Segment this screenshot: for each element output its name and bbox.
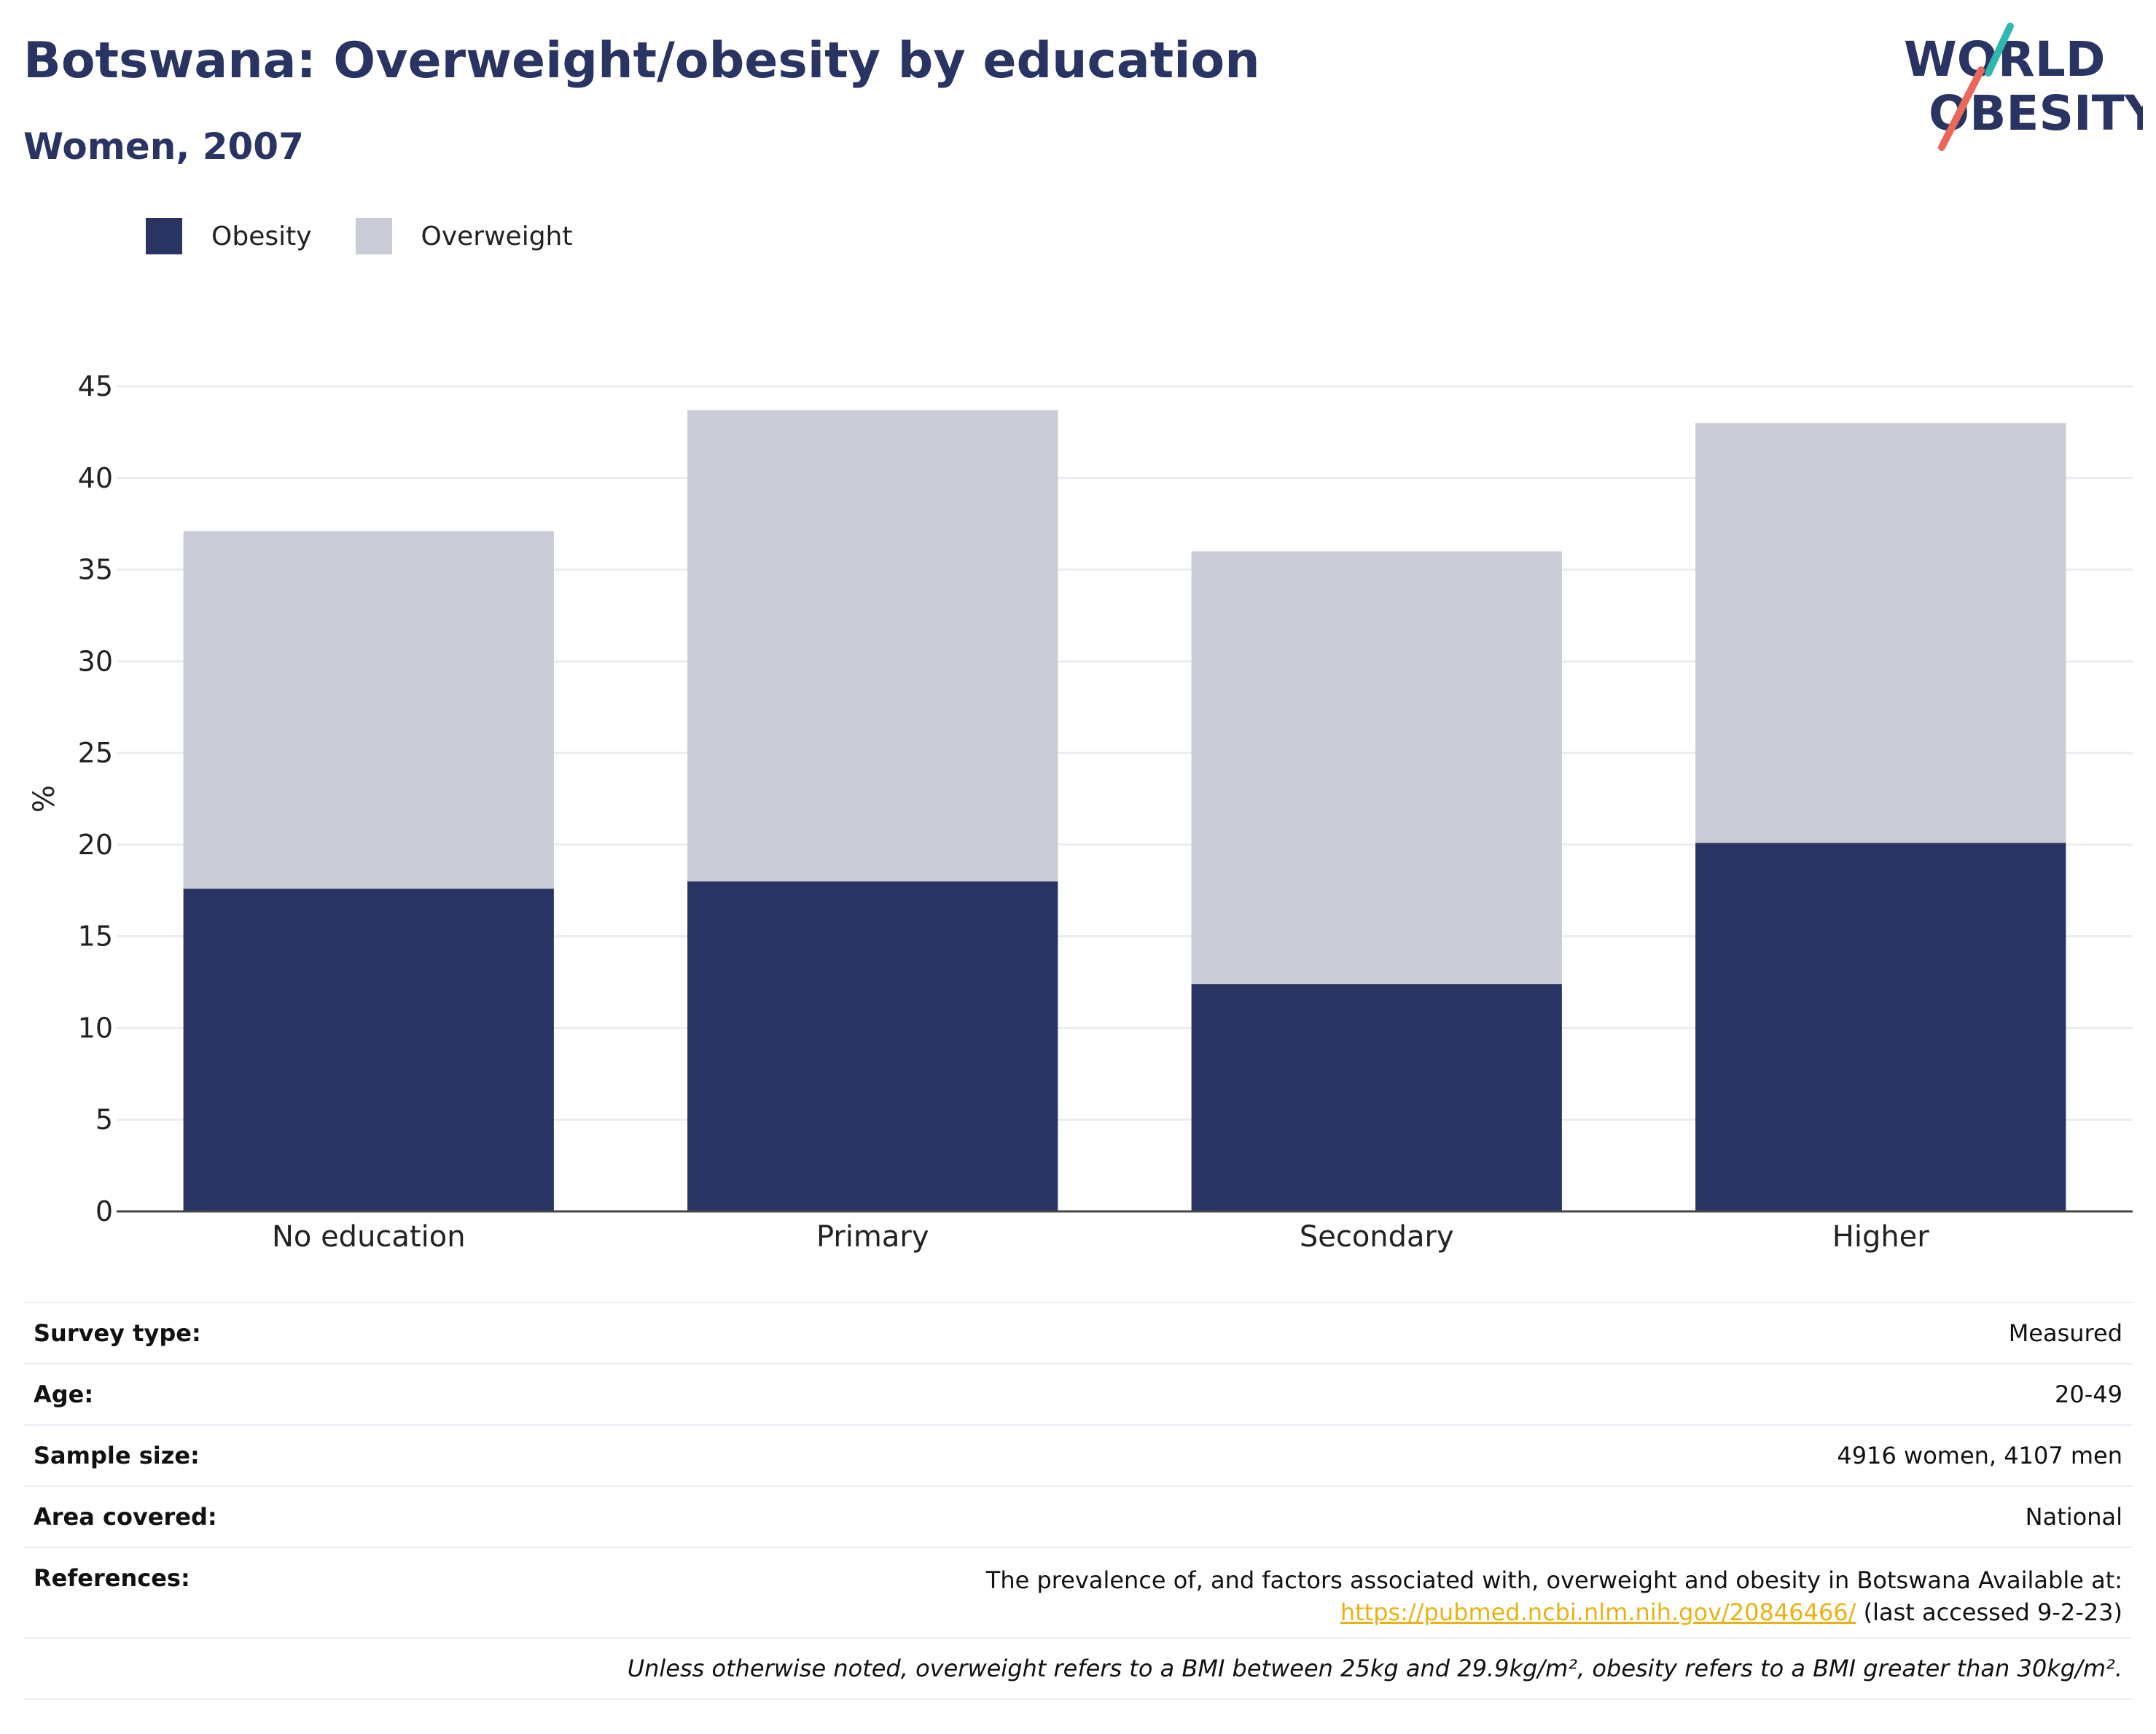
area-covered-value: National	[2025, 1503, 2122, 1531]
y-tick-label: 5	[95, 1104, 113, 1136]
legend-label-overweight: Overweight	[421, 221, 573, 251]
bar-obesity-no-education	[183, 889, 554, 1211]
logo-text-obesity: OBESITY	[1929, 85, 2143, 141]
x-tick-label: Secondary	[1300, 1220, 1454, 1254]
sample-size-value: 4916 women, 4107 men	[1837, 1442, 2122, 1469]
stacked-bar-chart: 0 5 10 15 20 25 30 35 40 45% No education Primary Se…	[28, 370, 2133, 1254]
x-tick-label: No education	[272, 1220, 466, 1254]
bar-obesity-higher	[1695, 843, 2066, 1211]
legend-swatch-obesity	[146, 218, 182, 254]
references-label: References:	[34, 1564, 190, 1592]
world-obesity-logo: WORLD OBESITY	[1904, 23, 2143, 151]
logo-slash-coral	[1938, 66, 1985, 151]
y-tick-label: 15	[78, 921, 113, 953]
y-tick-label: 30	[78, 645, 113, 677]
y-tick-label: 0	[95, 1195, 113, 1227]
legend-swatch-overweight	[355, 218, 392, 254]
info-row-sample-size: Sample size: 4916 women, 4107 men	[23, 1424, 2133, 1485]
logo-slash-teal	[1985, 23, 2014, 77]
bar-overweight-no-education	[183, 531, 554, 889]
info-row-survey-type: Survey type: Measured	[23, 1302, 2133, 1363]
bar-overweight-primary	[687, 410, 1058, 882]
y-tick-label: 45	[78, 370, 113, 402]
y-tick-label: 40	[78, 462, 113, 494]
references-value: The prevalence of, and factors associate…	[986, 1564, 2122, 1628]
survey-type-value: Measured	[2008, 1319, 2122, 1347]
info-row-references: References: The prevalence of, and facto…	[23, 1547, 2133, 1637]
info-row-note: Unless otherwise noted, overweight refer…	[23, 1637, 2133, 1700]
y-axis-label: %	[28, 785, 61, 813]
references-text: The prevalence of, and factors associate…	[985, 1566, 2122, 1594]
age-label: Age:	[34, 1380, 94, 1408]
bar-obesity-secondary	[1191, 984, 1562, 1211]
area-covered-label: Area covered:	[34, 1503, 217, 1531]
info-row-area-covered: Area covered: National	[23, 1485, 2133, 1547]
references-link[interactable]: https://pubmed.ncbi.nlm.nih.gov/20846466…	[1340, 1598, 1856, 1626]
bar-overweight-secondary	[1191, 551, 1562, 985]
chart-legend: Obesity Overweight	[146, 216, 616, 257]
x-tick-label: Higher	[1832, 1220, 1930, 1254]
y-tick-label: 20	[78, 829, 113, 861]
age-value: 20-49	[2055, 1380, 2122, 1408]
y-tick-label: 10	[78, 1012, 113, 1044]
bmi-definition-note: Unless otherwise noted, overweight refer…	[627, 1655, 2122, 1682]
legend-item-obesity[interactable]: Obesity	[146, 218, 312, 254]
survey-type-label: Survey type:	[34, 1319, 201, 1347]
sample-size-label: Sample size:	[34, 1442, 200, 1469]
info-row-age: Age: 20-49	[23, 1363, 2133, 1424]
survey-info-table: Survey type: Measured Age: 20-49 Sample …	[23, 1302, 2133, 1700]
legend-item-overweight[interactable]: Overweight	[355, 218, 573, 254]
bar-obesity-primary	[687, 881, 1058, 1211]
y-tick-label: 25	[78, 737, 113, 769]
page-title: Botswana: Overweight/obesity by educatio…	[23, 32, 1260, 90]
references-suffix: (last accessed 9-2-23)	[1856, 1598, 2122, 1626]
page-subtitle: Women, 2007	[23, 125, 304, 168]
y-tick-label: 35	[78, 554, 113, 586]
x-tick-label: Primary	[816, 1220, 929, 1254]
legend-label-obesity: Obesity	[211, 221, 312, 251]
bar-overweight-higher	[1695, 423, 2066, 843]
